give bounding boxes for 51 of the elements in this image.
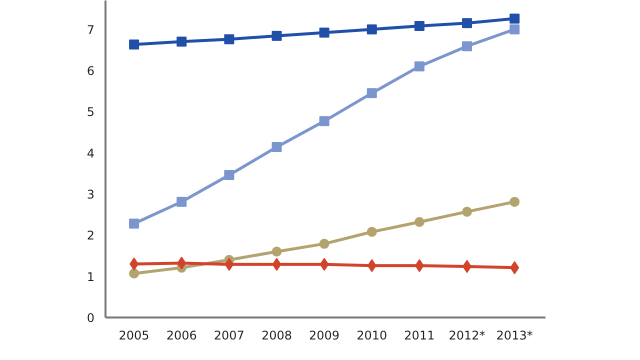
point — [224, 170, 234, 180]
point — [510, 14, 520, 24]
x-tick-label: 2005 — [118, 328, 150, 342]
point — [366, 226, 377, 237]
x-tick-label: 2006 — [166, 328, 197, 342]
point — [510, 24, 520, 34]
y-tick-label: 6 — [86, 64, 95, 78]
x-tick-label: 2013* — [496, 328, 533, 342]
point — [510, 261, 520, 274]
point — [414, 259, 424, 272]
point — [414, 61, 424, 72]
y-tick-label: 2 — [86, 228, 95, 243]
x-tick-label: 2007 — [214, 328, 244, 342]
point — [414, 216, 424, 227]
point — [462, 18, 472, 28]
point — [129, 268, 140, 278]
point — [272, 258, 282, 271]
y-tick-label: 1 — [86, 270, 95, 284]
point — [462, 260, 472, 273]
point — [414, 21, 424, 32]
point — [462, 41, 472, 52]
point — [176, 196, 187, 207]
x-tick-label: 2010 — [356, 328, 388, 342]
point — [510, 196, 520, 207]
y-tick-label: 5 — [86, 105, 95, 120]
point — [272, 30, 282, 41]
y-tick-label: 4 — [86, 146, 95, 160]
point — [130, 257, 139, 270]
point — [176, 36, 187, 47]
point — [319, 28, 330, 38]
point — [319, 116, 330, 126]
point — [367, 259, 376, 272]
point — [129, 218, 140, 229]
point — [224, 34, 234, 44]
point — [272, 246, 282, 257]
y-tick-label: 3 — [86, 187, 95, 202]
y-tick-label: 0 — [86, 311, 95, 325]
x-tick-label: 2008 — [261, 328, 292, 342]
point — [320, 258, 329, 271]
y-tick-label: 7 — [86, 22, 95, 37]
point — [177, 256, 186, 270]
point — [224, 258, 234, 271]
point — [319, 238, 330, 249]
x-tick-label: 2009 — [309, 328, 340, 342]
point — [366, 88, 377, 98]
x-tick-label: 2012* — [448, 328, 486, 342]
x-tick-label: 2011 — [404, 328, 435, 342]
point — [366, 24, 377, 34]
point — [462, 206, 472, 217]
point — [129, 40, 140, 50]
point — [272, 142, 282, 152]
